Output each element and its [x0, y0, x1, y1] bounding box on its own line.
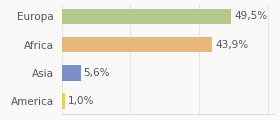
Text: 49,5%: 49,5%	[234, 11, 267, 21]
Text: 43,9%: 43,9%	[215, 40, 248, 50]
Text: 5,6%: 5,6%	[83, 68, 110, 78]
Bar	[62, 37, 212, 52]
Bar	[62, 65, 81, 81]
Bar	[62, 9, 232, 24]
Text: 1,0%: 1,0%	[68, 96, 94, 106]
Bar	[62, 93, 65, 109]
